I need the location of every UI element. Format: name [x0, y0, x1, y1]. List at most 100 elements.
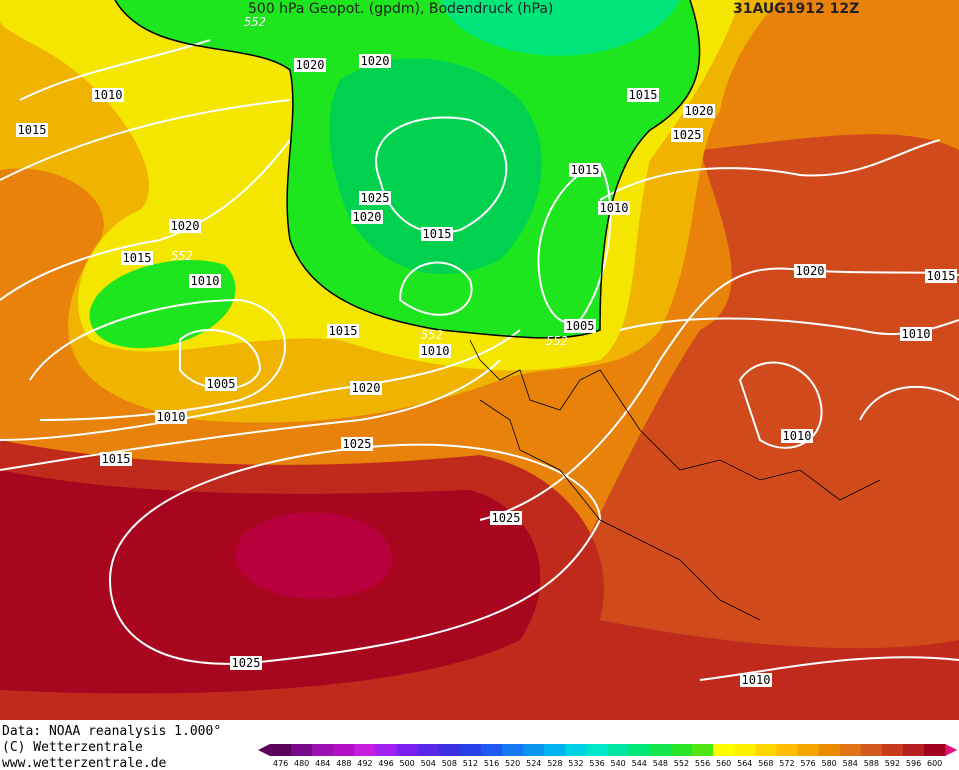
colorbar-segment	[755, 744, 777, 756]
geopotential-label: 552	[171, 249, 193, 263]
geopotential-label: 552	[546, 334, 568, 348]
colorbar-label: 484	[315, 759, 330, 768]
colorbar-label: 572	[779, 759, 794, 768]
isobar-label-bg	[169, 219, 201, 233]
isobar	[179, 329, 262, 390]
isobar	[398, 261, 473, 316]
isobar-label-bg	[598, 201, 630, 215]
colorbar-segment	[438, 744, 461, 756]
colorbar-label: 528	[547, 759, 562, 768]
colorbar-label: 508	[442, 759, 457, 768]
colorbar-segment	[628, 744, 651, 756]
colorbar-segment	[354, 744, 376, 756]
colorbar-segment	[924, 744, 946, 756]
colorbar-arrow-left	[258, 744, 270, 756]
isobar	[19, 39, 211, 101]
colorbar-segment	[396, 744, 419, 756]
colorbar-label: 496	[378, 759, 393, 768]
colorbar-segment	[903, 744, 925, 756]
colorbar-segment	[459, 744, 482, 756]
isobar-label: 1015	[629, 88, 658, 102]
geopotential-label: 552	[244, 15, 266, 29]
colorbar-arrow-right	[945, 744, 958, 756]
footer-data: Data: NOAA reanalysis 1.000°	[2, 724, 221, 739]
isobar-label-bg	[794, 264, 826, 278]
colorbar-label: 560	[716, 759, 731, 768]
colorbar-label: 516	[484, 759, 499, 768]
isobar-label: 1015	[571, 163, 600, 177]
colorbar-segment	[502, 744, 524, 756]
isobar-label: 1010	[421, 344, 450, 358]
colorbar-label: 476	[273, 759, 288, 768]
isobar-label: 1005	[207, 377, 236, 391]
isobar-label: 1015	[123, 251, 152, 265]
colorbar-label: 576	[800, 759, 815, 768]
colorbar-segment	[565, 744, 587, 756]
isobar	[29, 298, 286, 421]
geopotential-contour	[114, 0, 701, 339]
isobar-label: 1025	[673, 128, 702, 142]
isobar	[479, 267, 959, 521]
isobar-label: 1010	[902, 327, 931, 341]
colorbar-segment	[544, 744, 566, 756]
isobar-label-bg	[564, 319, 596, 333]
colorbar-label: 592	[885, 759, 900, 768]
colorbar-label: 488	[336, 759, 351, 768]
isobar-label: 1015	[18, 123, 47, 137]
colorbar-label: 568	[758, 759, 773, 768]
colorbar-segment	[860, 744, 883, 756]
isobar	[0, 139, 291, 301]
isobar-label: 1010	[94, 88, 123, 102]
isobar-label: 1025	[232, 656, 261, 670]
isobar-label-bg	[92, 88, 124, 102]
isobar-label-bg	[490, 511, 522, 525]
colorbar-label: 512	[463, 759, 478, 768]
isobar	[0, 99, 291, 181]
isobar	[859, 385, 959, 421]
colorbar-label: 480	[294, 759, 309, 768]
isobar-label: 1020	[352, 381, 381, 395]
isobar-label-bg	[627, 88, 659, 102]
colorbar-label: 536	[589, 759, 604, 768]
field-high	[235, 512, 392, 599]
colorbar-segment	[692, 744, 714, 756]
colorbar-segment	[586, 744, 609, 756]
isobar-label-bg	[781, 429, 813, 443]
colorbar-label: 596	[906, 759, 921, 768]
colorbar-label: 520	[505, 759, 520, 768]
isobar-label: 1010	[600, 201, 629, 215]
isobar-label-bg	[341, 437, 373, 451]
colorbar-segment	[776, 744, 798, 756]
footer-copyright: (C) Wetterzentrale	[2, 740, 143, 755]
isobar-label-bg	[671, 128, 703, 142]
coastline	[469, 339, 881, 621]
isobar-label: 1010	[157, 410, 186, 424]
colorbar-label: 532	[568, 759, 583, 768]
colorbar-label: 544	[632, 759, 647, 768]
colorbar-segment	[333, 744, 355, 756]
isobar-label-bg	[359, 191, 391, 205]
isobar-label-bg	[189, 274, 221, 288]
colorbar-segment	[649, 744, 672, 756]
isobar	[699, 656, 959, 681]
colorbar-segment	[713, 744, 735, 756]
isobar-label-bg	[900, 327, 932, 341]
isobar-label-bg	[100, 452, 132, 466]
isobar-label-bg	[155, 410, 187, 424]
isobar-label: 1010	[783, 429, 812, 443]
isobar-label-bg	[230, 656, 262, 670]
isobar-label: 1015	[423, 227, 452, 241]
isobar-label-bg	[683, 104, 715, 118]
colorbar-segment	[312, 744, 334, 756]
colorbar-label: 504	[421, 759, 436, 768]
colorbar-label: 584	[843, 759, 858, 768]
isobar-label: 1015	[927, 269, 956, 283]
colorbar-segment	[291, 744, 313, 756]
isobar-label: 1010	[191, 274, 220, 288]
field-red-east	[500, 134, 959, 721]
isobar	[738, 361, 823, 449]
colorbar-label: 492	[357, 759, 372, 768]
isobar-label-bg	[16, 123, 48, 137]
isobar-label: 1020	[296, 58, 325, 72]
